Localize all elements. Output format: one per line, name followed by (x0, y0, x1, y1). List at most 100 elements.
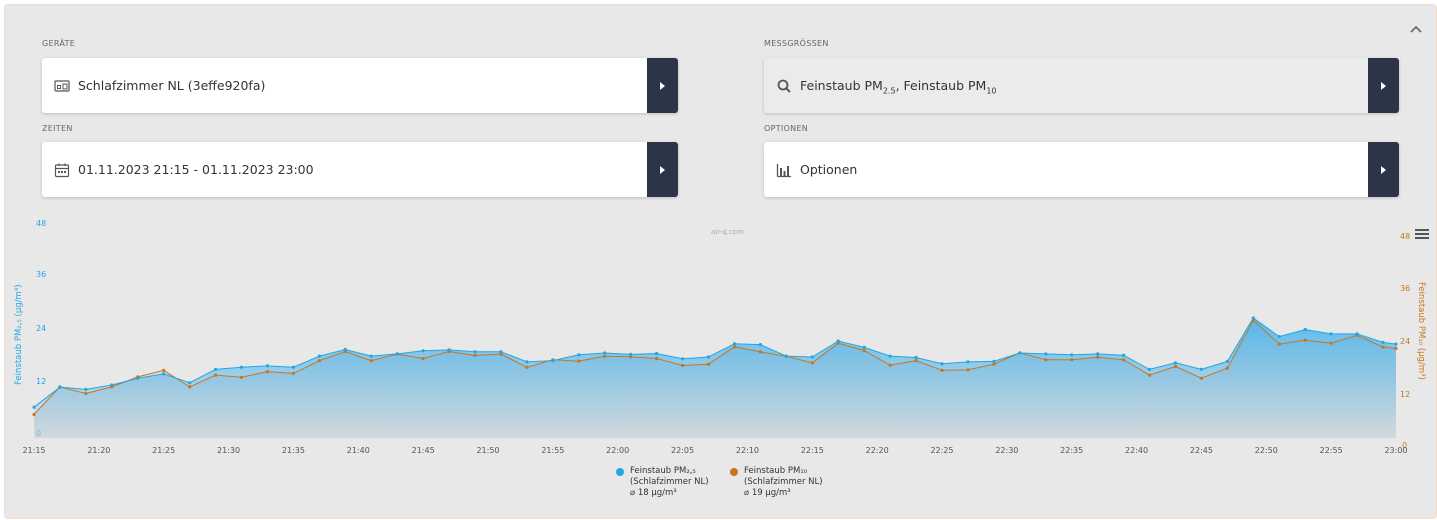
pm25-point (655, 351, 659, 356)
pm25-point (1199, 367, 1203, 371)
x-tick-label: 22:40 (1125, 446, 1149, 455)
legend-item-pm10[interactable]: Feinstaub PM₁₀ (Schlafzimmer NL) ⌀ 19 µg… (730, 466, 823, 499)
pm25-point (1381, 340, 1385, 344)
pm10-point (84, 391, 88, 396)
pm10-point (758, 350, 763, 354)
pm10-point (655, 356, 659, 361)
pm10-point (1329, 341, 1333, 345)
device-value: Schlafzimmer NL (3effe920fa) (78, 78, 266, 93)
pm10-point (992, 362, 996, 366)
pm25-point (1394, 342, 1398, 346)
pm10-point (1122, 358, 1126, 362)
pm10-point (1147, 373, 1152, 377)
calendar-icon (54, 163, 70, 178)
pm10-point (525, 365, 529, 369)
pm25-point (58, 385, 62, 389)
pm10-point (421, 356, 425, 361)
x-tick-label: 22:35 (1060, 446, 1084, 455)
pm25-point (136, 376, 140, 380)
pm25-point (188, 381, 192, 385)
time-open-button[interactable] (647, 142, 678, 197)
pm10-point (1173, 364, 1178, 368)
search-icon (777, 79, 791, 93)
pm10-point (162, 368, 166, 372)
device-open-button[interactable] (647, 58, 678, 113)
pm25-area (34, 318, 1396, 438)
pm25-point (914, 355, 918, 360)
pm25-point (473, 350, 477, 354)
pm25-point (758, 343, 763, 347)
device-selector[interactable]: Schlafzimmer NL (3effe920fa) (42, 58, 678, 113)
pm25-point (629, 352, 633, 356)
times-label: ZEITEN (42, 124, 73, 133)
legend-item-pm25[interactable]: Feinstaub PM₂,₅ (Schlafzimmer NL) ⌀ 18 µ… (616, 466, 709, 499)
chart-credits[interactable]: air-q.com (711, 228, 744, 236)
y-right-tick: 12 (1400, 390, 1411, 399)
pm10-point (265, 370, 270, 374)
pm25-point (110, 383, 114, 387)
pm10-point (603, 354, 607, 358)
pm10-point (1381, 345, 1385, 349)
pm10-point (317, 359, 321, 363)
pm25-point (421, 349, 425, 353)
pm25-point (732, 342, 737, 346)
measure-open-button[interactable] (1368, 58, 1399, 113)
pm25-point (291, 365, 295, 369)
x-tick-label: 22:55 (1319, 446, 1343, 455)
pm10-point (499, 352, 503, 356)
pm25-point (888, 354, 892, 358)
pm25-point (810, 355, 814, 359)
x-tick-label: 21:25 (152, 446, 176, 455)
pm10-point (577, 359, 581, 363)
measure-value: Feinstaub PM2.5, Feinstaub PM10 (800, 78, 997, 96)
pm25-point (706, 355, 711, 359)
bar-chart-icon (776, 164, 791, 178)
x-tick-label: 21:15 (22, 446, 46, 455)
pm25-point (1147, 367, 1152, 371)
legend-label-sub: (Schlafzimmer NL) (630, 477, 709, 487)
x-tick-label: 22:30 (995, 446, 1019, 455)
pm10-point (1070, 358, 1074, 362)
pm10-point (473, 353, 477, 357)
collapse-chevron-icon[interactable] (1409, 25, 1423, 35)
y-left-tick: 36 (36, 270, 47, 279)
pm10-point (188, 385, 192, 389)
pm25-point (1277, 335, 1281, 339)
device-icon (54, 80, 70, 92)
x-tick-label: 23:00 (1384, 446, 1408, 455)
legend-average: ⌀ 18 µg/m³ (630, 488, 677, 498)
pm25-point (992, 359, 996, 363)
pm25-point (1303, 327, 1307, 332)
pm25-point (603, 351, 607, 355)
pm10-point (369, 359, 373, 363)
pm25-point (1044, 352, 1048, 356)
x-tick-label: 22:15 (800, 446, 824, 455)
pm25-point (395, 352, 399, 356)
pm25-point (1251, 316, 1255, 320)
y-left-tick: 48 (36, 219, 47, 228)
pm10-point (629, 355, 633, 359)
options-open-button[interactable] (1368, 142, 1399, 197)
pm10-point (810, 361, 814, 365)
pm10-point (1251, 318, 1255, 322)
pm25-point (784, 354, 788, 358)
legend-label: Feinstaub PM₁₀ (744, 466, 808, 476)
pm25-point (239, 365, 244, 369)
y-left-tick: 24 (36, 324, 47, 333)
chart-menu-icon[interactable] (1415, 229, 1429, 241)
time-selector[interactable]: 01.11.2023 21:15 - 01.11.2023 23:00 (42, 142, 678, 197)
y-right-tick: 36 (1400, 284, 1411, 293)
pm25-point (681, 357, 685, 361)
legend-label-sub: (Schlafzimmer NL) (744, 477, 823, 487)
pm25-point (1018, 351, 1022, 355)
legend-label: Feinstaub PM₂,₅ (630, 466, 696, 476)
options-selector[interactable]: Optionen (764, 142, 1399, 197)
measure-selector[interactable]: Feinstaub PM2.5, Feinstaub PM10 (764, 58, 1399, 113)
pm10-point (914, 359, 918, 363)
pm25-point (577, 353, 581, 357)
pm25-point (369, 354, 373, 358)
pm25-point (1122, 353, 1126, 357)
y-right-tick: 0 (1402, 441, 1408, 450)
pm10-point (1096, 355, 1100, 359)
